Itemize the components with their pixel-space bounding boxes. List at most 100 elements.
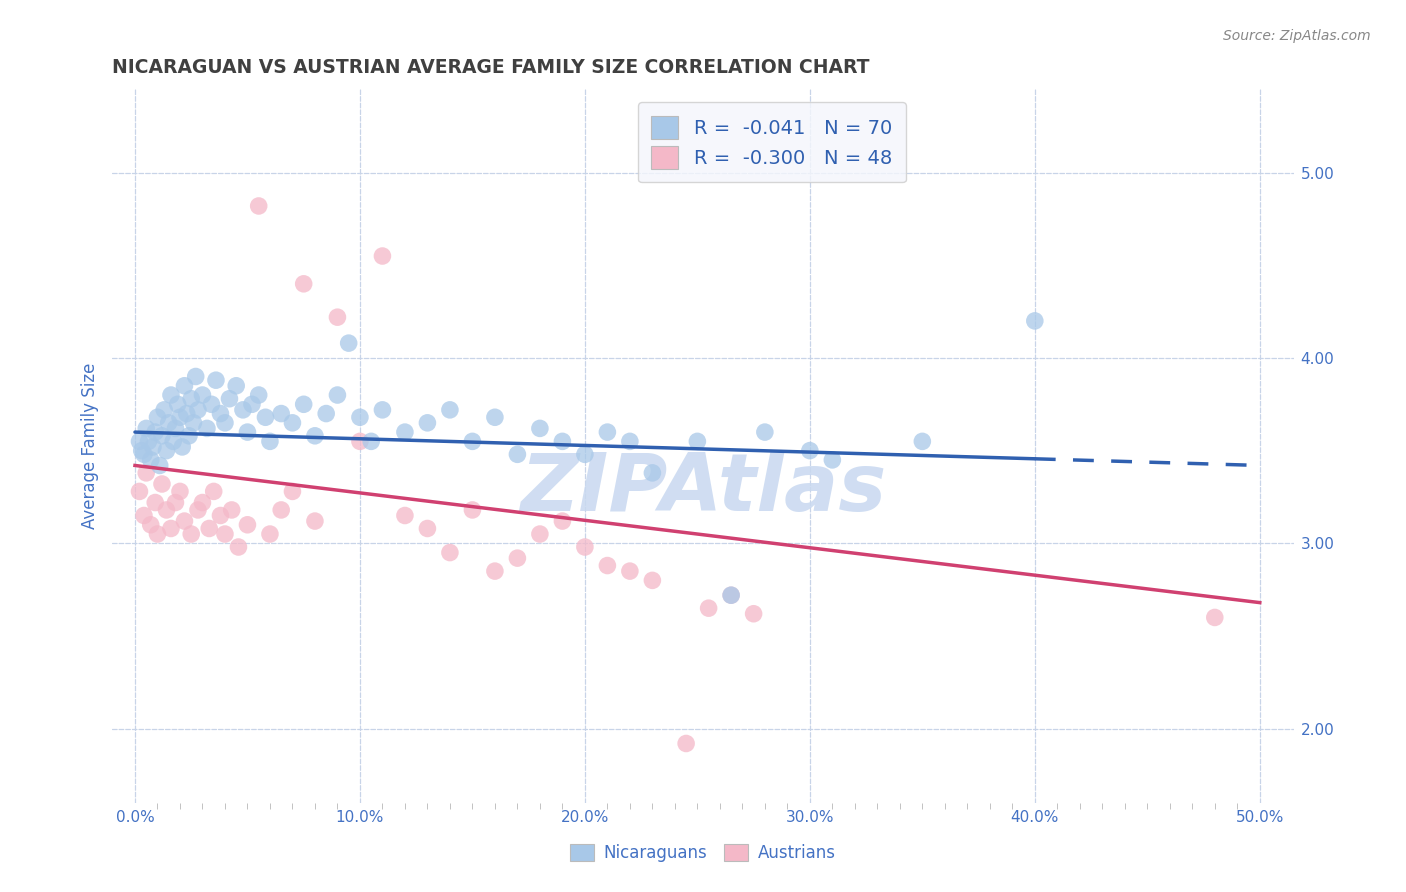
Point <box>270 407 292 421</box>
Point <box>292 277 315 291</box>
Point <box>259 434 281 449</box>
Point <box>187 503 209 517</box>
Point <box>697 601 720 615</box>
Point <box>157 416 180 430</box>
Point <box>461 434 484 449</box>
Point <box>371 249 394 263</box>
Point <box>720 588 742 602</box>
Point <box>394 425 416 439</box>
Point <box>1204 610 1226 624</box>
Point <box>146 527 169 541</box>
Point <box>155 443 177 458</box>
Point <box>200 397 222 411</box>
Point <box>596 558 619 573</box>
Point <box>169 410 191 425</box>
Point <box>205 373 228 387</box>
Point <box>169 484 191 499</box>
Text: Source: ZipAtlas.com: Source: ZipAtlas.com <box>1223 29 1371 43</box>
Point <box>742 607 765 621</box>
Point <box>160 388 183 402</box>
Point <box>619 434 641 449</box>
Point <box>551 434 574 449</box>
Point <box>143 425 166 439</box>
Legend: Nicaraguans, Austrians: Nicaraguans, Austrians <box>562 836 844 871</box>
Point <box>529 527 551 541</box>
Point <box>191 388 214 402</box>
Point <box>337 336 360 351</box>
Point <box>506 447 529 461</box>
Point <box>173 378 195 392</box>
Point <box>596 425 619 439</box>
Point <box>675 737 697 751</box>
Point <box>165 495 187 509</box>
Point <box>461 503 484 517</box>
Point <box>232 402 254 417</box>
Point <box>135 466 157 480</box>
Point <box>326 310 349 325</box>
Text: ZIPAtlas: ZIPAtlas <box>520 450 886 528</box>
Point <box>150 477 173 491</box>
Point <box>619 564 641 578</box>
Point <box>349 410 371 425</box>
Point <box>150 429 173 443</box>
Point <box>209 407 232 421</box>
Point <box>349 434 371 449</box>
Point <box>177 429 200 443</box>
Point <box>574 540 596 554</box>
Point <box>143 495 166 509</box>
Point <box>139 453 162 467</box>
Point <box>155 503 177 517</box>
Point <box>162 434 184 449</box>
Point <box>326 388 349 402</box>
Point <box>142 440 165 454</box>
Point <box>439 545 461 559</box>
Point <box>176 407 198 421</box>
Point <box>180 527 202 541</box>
Point <box>132 447 155 461</box>
Point <box>281 484 304 499</box>
Point <box>218 392 240 406</box>
Point <box>153 402 176 417</box>
Point <box>191 495 214 509</box>
Point <box>221 503 243 517</box>
Point <box>149 458 172 473</box>
Point <box>135 421 157 435</box>
Point <box>270 503 292 517</box>
Point <box>1024 314 1046 328</box>
Point <box>754 425 776 439</box>
Point <box>184 369 207 384</box>
Point <box>214 527 236 541</box>
Point <box>128 434 150 449</box>
Point <box>131 443 153 458</box>
Point <box>641 466 664 480</box>
Point <box>439 402 461 417</box>
Point <box>187 402 209 417</box>
Point <box>228 540 250 554</box>
Point <box>484 564 506 578</box>
Point <box>180 392 202 406</box>
Point <box>529 421 551 435</box>
Point <box>183 416 205 430</box>
Point <box>821 453 844 467</box>
Point <box>292 397 315 411</box>
Point <box>360 434 382 449</box>
Point <box>304 514 326 528</box>
Point <box>138 434 160 449</box>
Point <box>166 397 188 411</box>
Point <box>686 434 709 449</box>
Point <box>214 416 236 430</box>
Point <box>304 429 326 443</box>
Point <box>641 574 664 588</box>
Point <box>254 410 277 425</box>
Point <box>209 508 232 523</box>
Point <box>484 410 506 425</box>
Point <box>236 425 259 439</box>
Point <box>799 443 821 458</box>
Point <box>236 517 259 532</box>
Point <box>281 416 304 430</box>
Point <box>247 199 270 213</box>
Legend: R =  -0.041   N = 70, R =  -0.300   N = 48: R = -0.041 N = 70, R = -0.300 N = 48 <box>637 103 905 182</box>
Point <box>160 521 183 535</box>
Point <box>259 527 281 541</box>
Y-axis label: Average Family Size: Average Family Size <box>80 363 98 529</box>
